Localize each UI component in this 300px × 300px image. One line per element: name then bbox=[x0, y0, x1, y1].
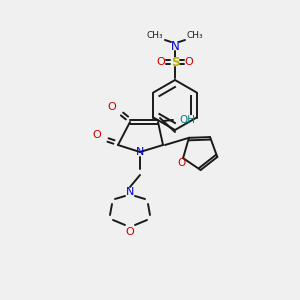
Text: N: N bbox=[126, 187, 134, 197]
Text: CH₃: CH₃ bbox=[187, 32, 203, 40]
Text: O: O bbox=[93, 130, 101, 140]
Text: OH: OH bbox=[179, 115, 195, 125]
Text: S: S bbox=[171, 56, 179, 68]
Text: CH₃: CH₃ bbox=[147, 32, 163, 40]
Text: O: O bbox=[157, 57, 165, 67]
Text: O: O bbox=[126, 227, 134, 237]
Text: N: N bbox=[171, 40, 179, 52]
Text: O: O bbox=[184, 57, 194, 67]
Text: O: O bbox=[108, 102, 116, 112]
Text: O: O bbox=[177, 158, 185, 168]
Text: N: N bbox=[136, 147, 144, 157]
